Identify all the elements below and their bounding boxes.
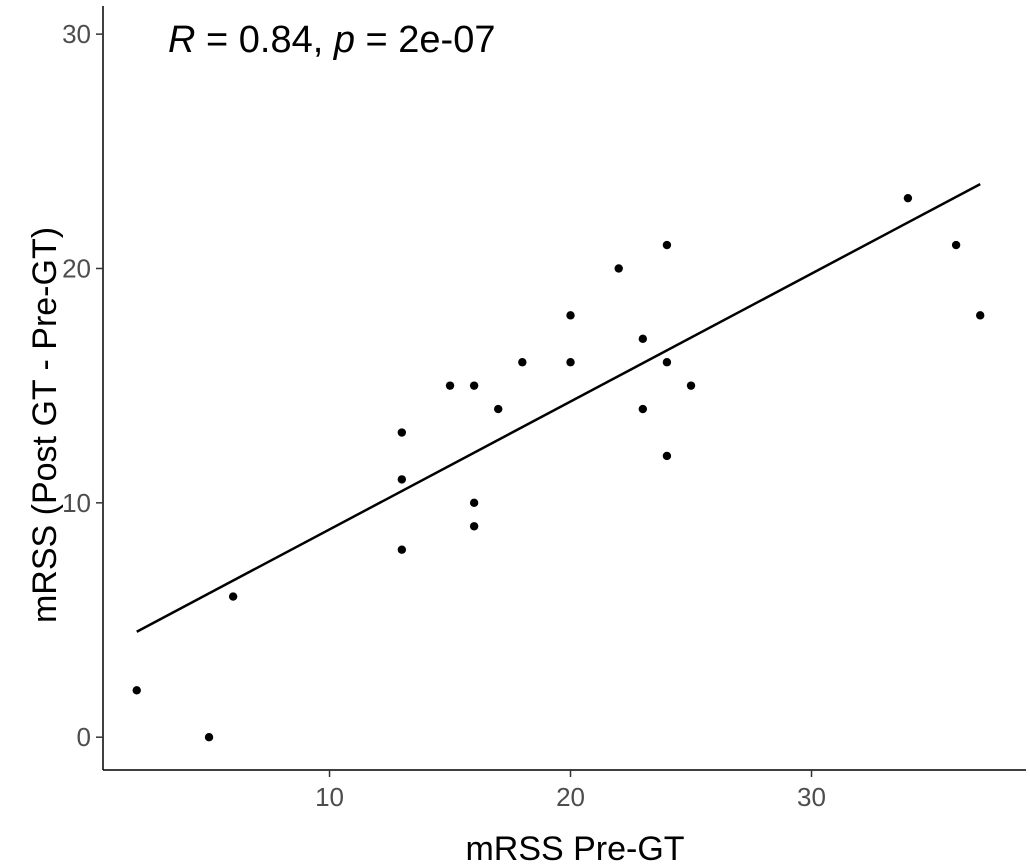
data-point	[614, 264, 623, 273]
data-point	[397, 545, 407, 554]
data-point	[228, 592, 238, 601]
data-point	[566, 358, 575, 367]
data-point	[686, 381, 696, 390]
data-point	[397, 428, 407, 437]
data-point	[204, 732, 214, 742]
y-tick-label: 10	[62, 488, 91, 518]
data-point	[662, 358, 672, 367]
data-point	[518, 358, 527, 367]
x-ticks: 10 20 30	[315, 770, 826, 812]
data-point	[662, 451, 672, 461]
data-point	[469, 498, 479, 508]
data-point	[469, 522, 479, 531]
y-tick-label: 0	[77, 722, 91, 752]
data-point	[397, 475, 407, 484]
x-tick-label: 10	[315, 782, 344, 812]
x-tick-label: 30	[797, 782, 826, 812]
data-points	[132, 193, 985, 742]
y-axis-title: mRSS (Post GT - Pre-GT)	[26, 227, 64, 623]
axes	[102, 6, 1026, 771]
correlation-annotation: R = 0.84, p = 2e-07	[168, 19, 495, 61]
data-point	[638, 404, 648, 414]
data-point	[469, 381, 479, 390]
p-value-text: = 2e-07	[355, 19, 496, 61]
x-tick-label: 20	[556, 782, 585, 812]
data-point	[976, 311, 985, 320]
y-tick-label: 20	[62, 253, 91, 283]
data-point	[566, 311, 575, 320]
data-point	[494, 404, 503, 414]
data-point	[903, 193, 913, 203]
regression-line	[136, 183, 981, 633]
data-point	[445, 381, 455, 390]
data-point	[951, 240, 961, 250]
y-ticks: 0 10 20 30	[62, 19, 103, 752]
p-symbol: p	[333, 19, 355, 61]
r-value-text: = 0.84,	[195, 19, 333, 61]
data-point	[662, 240, 672, 250]
x-axis-title: mRSS Pre-GT	[465, 830, 684, 868]
data-point	[638, 334, 648, 343]
r-symbol: R	[168, 19, 195, 61]
data-point	[132, 686, 141, 695]
y-tick-label: 30	[62, 19, 91, 49]
